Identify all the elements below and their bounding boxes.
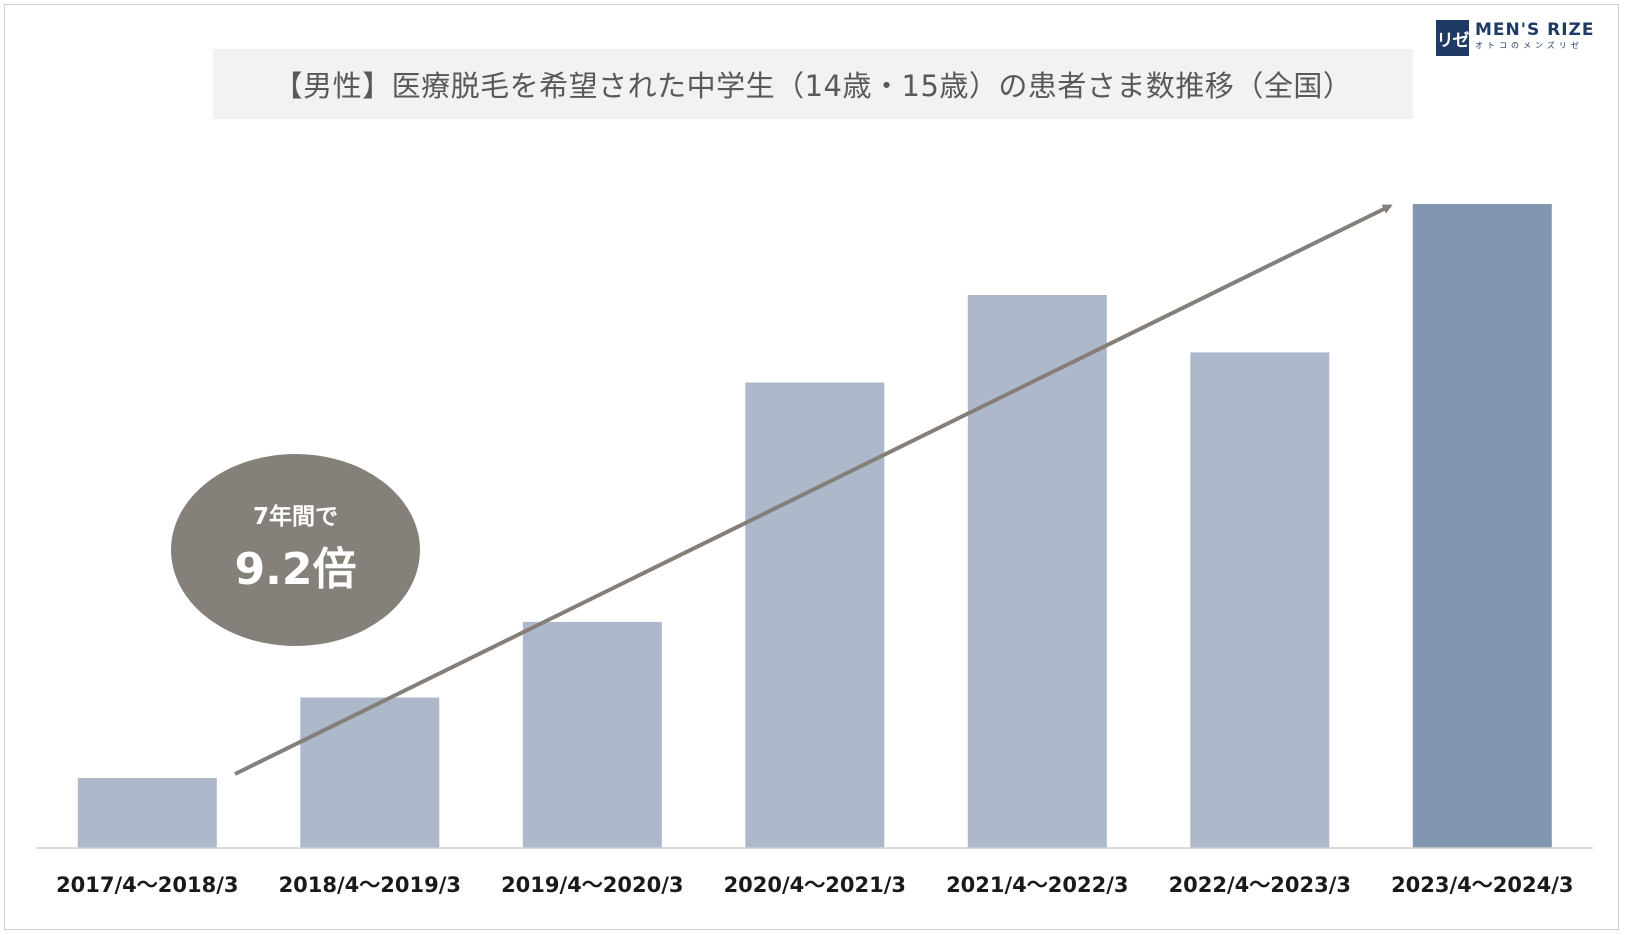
- annotation-period: 7年間で: [252, 504, 338, 530]
- growth-annotation: 7年間で 9.2倍: [171, 454, 420, 646]
- bar-7: [1412, 204, 1552, 848]
- bar-6: [1190, 352, 1330, 848]
- bar-4: [745, 382, 885, 848]
- x-tick-label: 2021/4～2022/3: [946, 873, 1128, 897]
- chart-title: 【男性】医療脱毛を希望された中学生（14歳・15歳）の患者さま数推移（全国）: [273, 69, 1353, 103]
- annotation-multiplier: 9.2倍: [234, 544, 357, 595]
- bar-2: [300, 697, 440, 848]
- x-tick-label: 2022/4～2023/3: [1169, 873, 1351, 897]
- bars-layer: [77, 204, 1552, 848]
- x-tick-label: 2020/4～2021/3: [724, 873, 906, 897]
- bar-3: [522, 621, 662, 848]
- tick-labels: 2017/4～2018/3 2018/4～2019/3 2019/4～2020/3 2…: [56, 873, 1573, 897]
- brand-logo: リゼ MEN'S RIZE オトコのメンズリゼ: [1436, 20, 1594, 56]
- logo-mark: リゼ: [1436, 20, 1470, 56]
- x-tick-label: 2023/4～2024/3: [1391, 873, 1573, 897]
- chart-title-box: 【男性】医療脱毛を希望された中学生（14歳・15歳）の患者さま数推移（全国）: [213, 49, 1413, 119]
- logo-tagline: オトコのメンズリゼ: [1475, 41, 1583, 50]
- bar-1: [77, 778, 217, 848]
- bar-5: [967, 295, 1107, 848]
- x-tick-label: 2019/4～2020/3: [501, 873, 683, 897]
- logo-brand: MEN'S RIZE: [1475, 20, 1595, 40]
- logo-text: MEN'S RIZE オトコのメンズリゼ: [1475, 20, 1594, 52]
- trend-arrow: [234, 204, 1393, 776]
- x-tick-label: 2018/4～2019/3: [279, 873, 461, 897]
- x-tick-label: 2017/4～2018/3: [56, 873, 238, 897]
